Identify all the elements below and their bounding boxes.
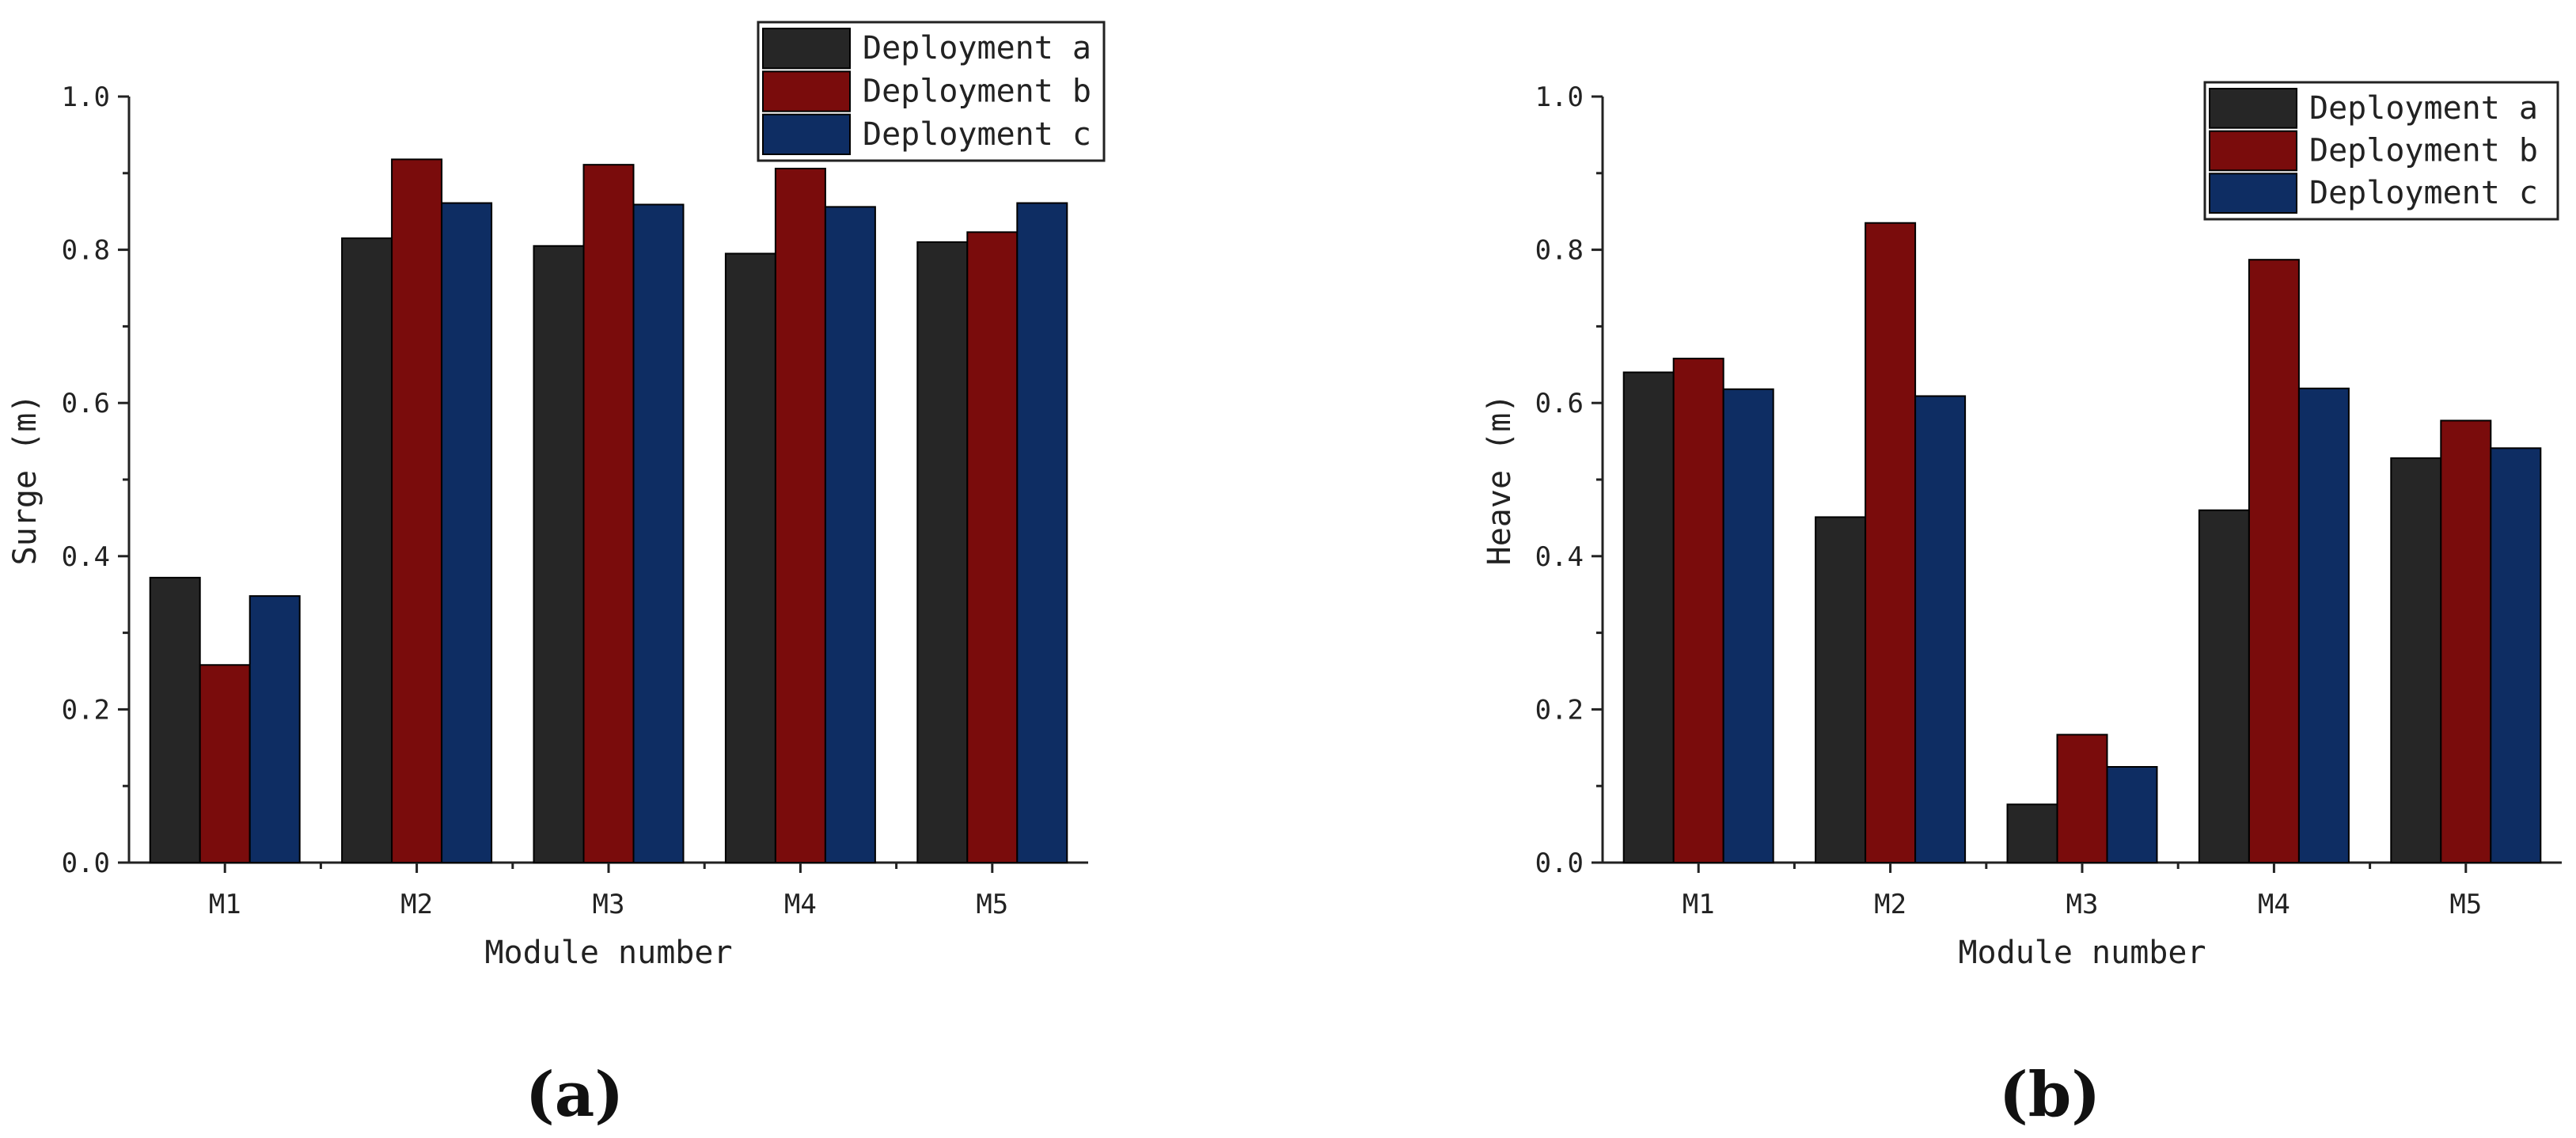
bar-deployment-a-m5 [916,241,969,864]
bar-deployment-b-m4 [2248,259,2300,863]
bar-deployment-c-m5 [2490,447,2542,863]
legend-label: Deployment a [2309,90,2538,127]
bar-deployment-a-m2 [1815,516,1867,863]
bar-deployment-c-m3 [2106,766,2158,863]
bar-deployment-b-m1 [1672,358,1724,863]
bar-deployment-b-m5 [966,231,1019,863]
x-tick-label: M1 [209,889,241,920]
bar-deployment-b-m3 [582,164,635,864]
bar-deployment-b-m4 [774,167,826,863]
bar-deployment-b-m2 [391,158,443,864]
legend-swatch [762,70,851,112]
bar-deployment-c-m2 [441,202,493,863]
legend-swatch [762,113,851,156]
y-tick-label: 0.6 [1535,388,1584,419]
x-tick-label: M4 [2258,889,2290,920]
x-axis-title: Module number [484,935,732,971]
y-tick-label: 0.6 [62,388,110,419]
y-tick-label: 1.0 [62,82,110,113]
y-tick-label: 0.8 [1535,235,1584,267]
x-tick-label: M4 [784,889,817,920]
x-tick-label: M5 [976,889,1008,920]
legend-swatch [2209,88,2297,129]
panel-label: (b) [1999,1059,2100,1131]
y-tick-label: 0.4 [1535,541,1584,573]
x-tick-label: M1 [1683,889,1715,920]
bar-deployment-c-m5 [1016,202,1068,863]
legend-label: Deployment a [863,30,1091,66]
y-tick-label: 0.2 [62,694,110,726]
y-tick-label: 0.2 [1535,694,1584,726]
bar-deployment-c-m1 [248,595,301,863]
legend-swatch [2209,130,2297,172]
bar-deployment-b-m5 [2440,419,2492,863]
bar-deployment-b-m1 [199,664,251,863]
bar-deployment-c-m3 [632,203,685,864]
bar-deployment-c-m1 [1722,388,1774,863]
bar-deployment-a-m4 [724,252,776,863]
bar-deployment-b-m3 [2056,734,2108,863]
x-tick-label: M5 [2449,889,2482,920]
y-axis-title: Surge (m) [7,394,44,566]
x-tick-label: M3 [593,889,625,920]
y-tick-label: 0.8 [62,235,110,267]
y-tick-label: 1.0 [1535,82,1584,113]
bar-deployment-a-m2 [341,237,393,863]
legend-label: Deployment c [863,116,1091,153]
y-tick-label: 0.4 [62,541,110,573]
legend-label: Deployment c [2309,175,2538,211]
legend-label: Deployment b [2309,133,2538,169]
bar-deployment-a-m5 [2390,457,2442,863]
bar-deployment-b-m2 [1865,222,1917,864]
legend-swatch [2209,173,2297,214]
bar-deployment-a-m1 [1622,371,1675,864]
x-tick-label: M2 [1874,889,1906,920]
bar-deployment-a-m1 [149,576,201,863]
chart-heave: 0.0 0.2 0.4 0.6 0.8 1.0 M1 M2 M3 M4 M5 Module numbe… [1481,81,2562,1131]
chart-surge: 0.0 0.2 0.4 0.6 0.8 1.0 M1 M2 M3 M4 M5 Module numbe… [7,21,1106,1131]
bar-deployment-c-m4 [2297,387,2350,864]
panel-label: (a) [525,1059,624,1131]
y-tick-label: 0.0 [62,848,110,879]
x-tick-label: M2 [400,889,433,920]
x-tick-label: M3 [2066,889,2099,920]
bar-deployment-a-m3 [533,245,585,863]
y-tick-label: 0.0 [1535,848,1584,879]
y-axis-title: Heave (m) [1481,394,1518,566]
bar-deployment-a-m4 [2198,509,2250,863]
bar-deployment-c-m4 [824,206,876,863]
bar-deployment-c-m2 [1914,395,1967,864]
x-axis-title: Module number [1958,935,2206,971]
legend-label: Deployment b [863,74,1091,110]
bar-deployment-a-m3 [2006,803,2058,864]
legend-swatch [762,28,851,70]
